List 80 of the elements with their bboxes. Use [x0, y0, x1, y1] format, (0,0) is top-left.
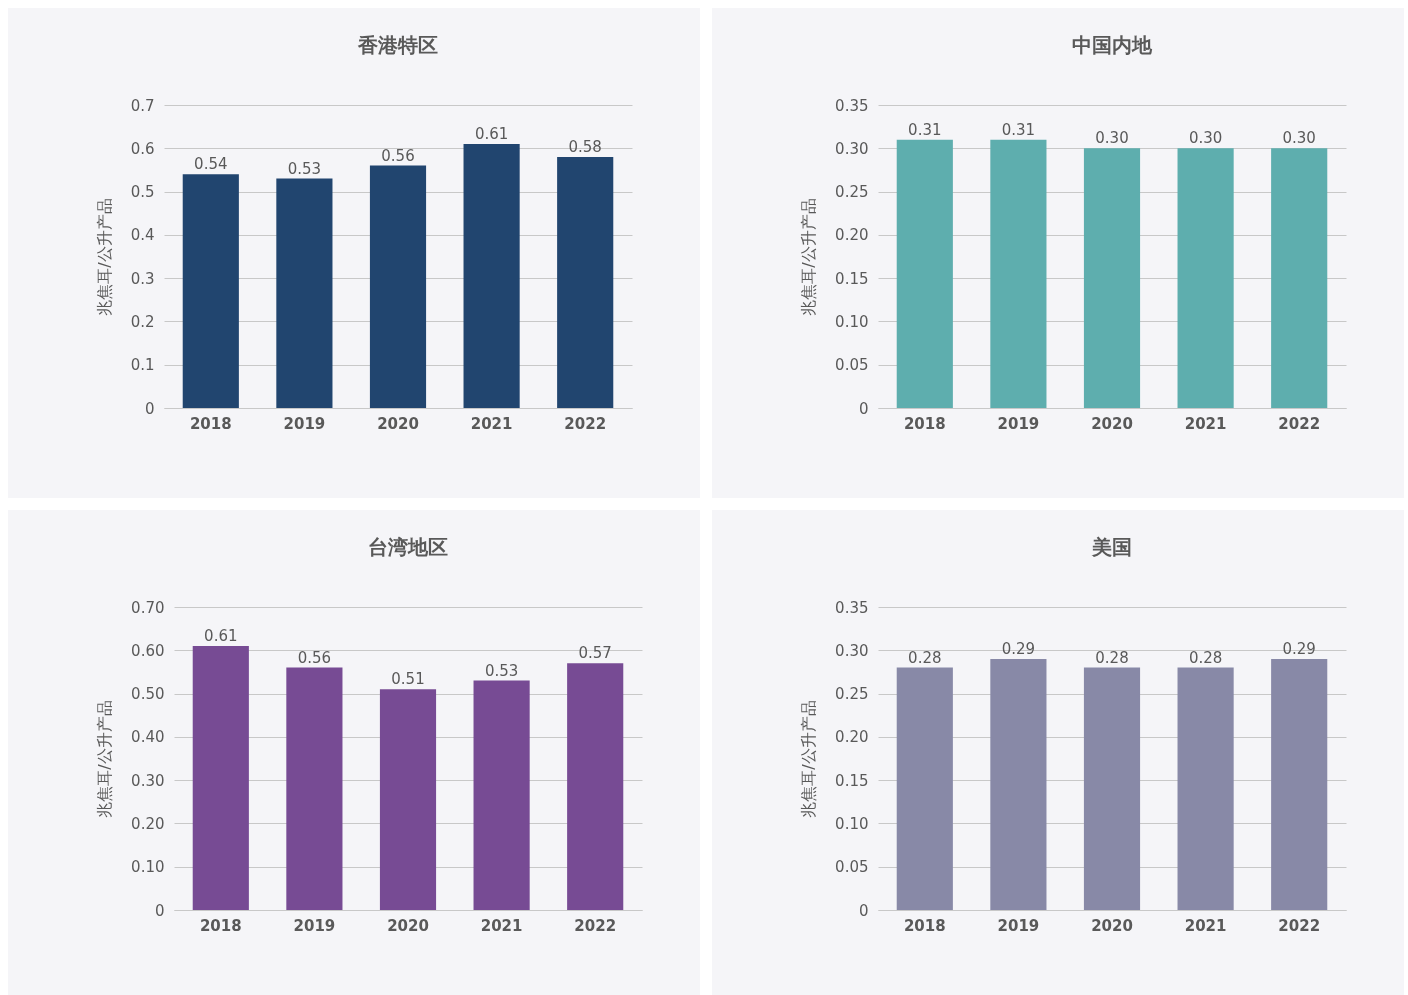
- data-label: 0.30: [1188, 129, 1223, 148]
- data-label: 0.61: [204, 626, 238, 645]
- x-tick-label: 2018: [903, 414, 946, 433]
- y-tick-label: 0.30: [835, 641, 869, 660]
- data-label: 0.28: [1095, 648, 1129, 667]
- y-tick-label: 0.20: [835, 728, 869, 747]
- data-label: 0.30: [1282, 129, 1316, 148]
- y-tick-label: 0: [858, 901, 869, 920]
- data-label: 0.53: [484, 661, 519, 680]
- data-label: 0.51: [391, 670, 425, 689]
- x-tick-label: 2021: [1184, 414, 1227, 433]
- x-tick-label: 2022: [564, 414, 607, 433]
- data-label: 0.58: [568, 137, 602, 156]
- y-tick-label: 0.60: [131, 641, 165, 660]
- chart-title: 美国: [1091, 535, 1132, 559]
- data-label: 0.31: [1001, 120, 1036, 139]
- chart-title: 香港特区: [357, 33, 438, 57]
- y-tick-label: 0.4: [130, 226, 155, 245]
- y-axis-title: 兆焦耳/公升产品: [94, 198, 114, 316]
- x-tick-label: 2021: [1184, 916, 1227, 935]
- y-tick-label: 0.2: [130, 312, 155, 331]
- y-tick-label: 0.05: [835, 356, 869, 375]
- x-tick-label: 2018: [189, 414, 232, 433]
- data-label: 0.30: [1095, 129, 1129, 148]
- x-tick-label: 2018: [903, 916, 946, 935]
- data-label: 0.56: [381, 146, 415, 165]
- y-tick-label: 0.1: [130, 356, 155, 375]
- y-tick-label: 0.10: [835, 814, 869, 833]
- x-tick-label: 2018: [199, 916, 242, 935]
- x-tick-label: 2021: [470, 414, 513, 433]
- y-tick-label: 0.30: [835, 139, 869, 158]
- x-tick-label: 2020: [387, 916, 429, 935]
- x-tick-label: 2019: [283, 414, 326, 433]
- y-tick-label: 0.15: [835, 269, 869, 288]
- x-tick-label: 2019: [997, 916, 1040, 935]
- y-tick-label: 0.15: [835, 771, 869, 790]
- x-tick-label: 2022: [1278, 414, 1321, 433]
- data-label: 0.53: [287, 159, 322, 178]
- y-tick-label: 0.10: [835, 312, 869, 331]
- x-tick-label: 2021: [480, 916, 523, 935]
- y-tick-label: 0.35: [835, 598, 869, 617]
- data-label: 0.31: [908, 120, 942, 139]
- y-tick-label: 0.10: [131, 858, 165, 877]
- y-tick-label: 0.25: [835, 183, 869, 202]
- x-tick-label: 2019: [293, 916, 336, 935]
- y-tick-label: 0.35: [835, 96, 869, 115]
- y-tick-label: 0: [858, 399, 869, 418]
- y-tick-label: 0.30: [131, 771, 165, 790]
- y-axis-title: 兆焦耳/公升产品: [799, 198, 819, 316]
- data-label: 0.29: [1001, 639, 1036, 658]
- y-tick-label: 0.6: [130, 139, 155, 158]
- data-label: 0.29: [1282, 639, 1316, 658]
- y-tick-label: 0.20: [835, 226, 869, 245]
- data-label: 0.54: [194, 155, 228, 174]
- chart-title: 台湾地区: [368, 535, 448, 559]
- y-axis-title: 兆焦耳/公升产品: [95, 700, 115, 818]
- y-tick-label: 0: [154, 901, 165, 920]
- data-label: 0.28: [908, 648, 942, 667]
- y-tick-label: 0.40: [131, 728, 165, 747]
- y-axis-title: 兆焦耳/公升产品: [799, 700, 819, 818]
- chart-title: 中国内地: [1072, 33, 1153, 57]
- y-tick-label: 0.05: [835, 858, 869, 877]
- x-tick-label: 2020: [1091, 916, 1133, 935]
- data-label: 0.28: [1188, 648, 1223, 667]
- y-tick-label: 0.5: [130, 183, 155, 202]
- data-label: 0.57: [578, 644, 612, 663]
- x-tick-label: 2022: [1278, 916, 1321, 935]
- y-tick-label: 0.50: [131, 685, 165, 704]
- y-tick-label: 0: [144, 399, 155, 418]
- y-tick-label: 0.20: [131, 814, 165, 833]
- x-tick-label: 2020: [1091, 414, 1133, 433]
- x-tick-label: 2019: [997, 414, 1040, 433]
- y-tick-label: 0.70: [131, 598, 165, 617]
- x-tick-label: 2022: [574, 916, 617, 935]
- y-tick-label: 0.3: [130, 269, 155, 288]
- y-tick-label: 0.7: [130, 96, 155, 115]
- data-label: 0.56: [297, 648, 332, 667]
- x-tick-label: 2020: [377, 414, 419, 433]
- data-label: 0.61: [474, 124, 509, 143]
- y-tick-label: 0.25: [835, 685, 869, 704]
